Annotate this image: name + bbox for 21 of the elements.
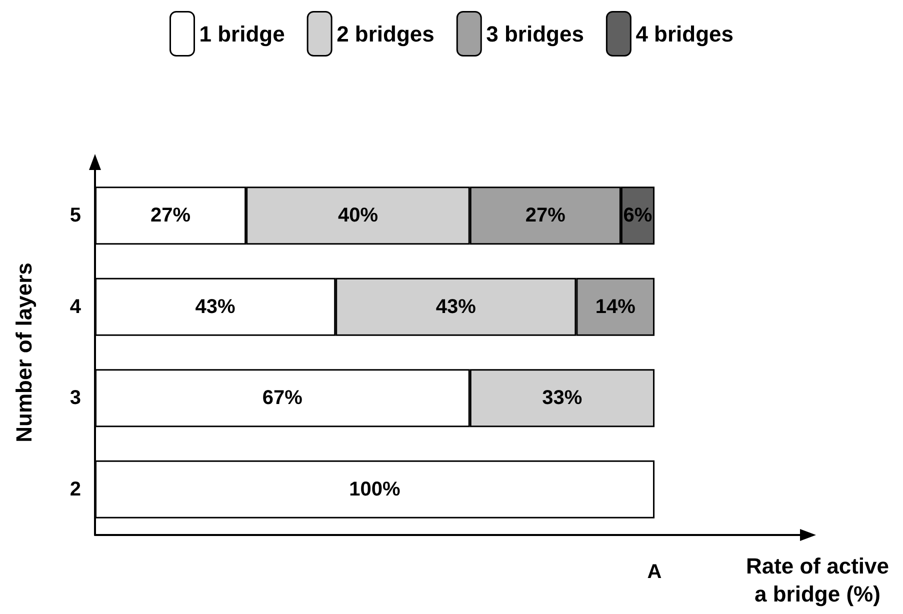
data-label: 33% — [542, 387, 582, 410]
data-label: 27% — [150, 204, 191, 227]
data-label: 100% — [349, 478, 401, 500]
x-axis-title: Rate of active a bridge (%) — [746, 554, 890, 606]
data-label: 27% — [525, 204, 566, 227]
y-tick-label: 4 — [70, 296, 82, 318]
legend-label: 1 bridge — [199, 21, 285, 46]
y-tick-label: 5 — [70, 204, 81, 227]
data-label: 14% — [595, 296, 636, 318]
data-label: 6% — [623, 204, 652, 227]
y-tick-label: 2 — [70, 478, 81, 500]
text: A — [647, 561, 662, 583]
data-label: 40% — [338, 204, 378, 227]
data-label: 43% — [436, 296, 476, 318]
legend-label: 3 bridges — [486, 21, 584, 46]
data-label: 67% — [262, 387, 303, 410]
y-tick-label: 3 — [70, 387, 81, 410]
data-label: 43% — [195, 296, 236, 318]
y-axis-title: Number of layers — [12, 262, 36, 442]
legend-label: 4 bridges — [636, 21, 734, 46]
legend-label: 2 bridges — [336, 21, 434, 46]
